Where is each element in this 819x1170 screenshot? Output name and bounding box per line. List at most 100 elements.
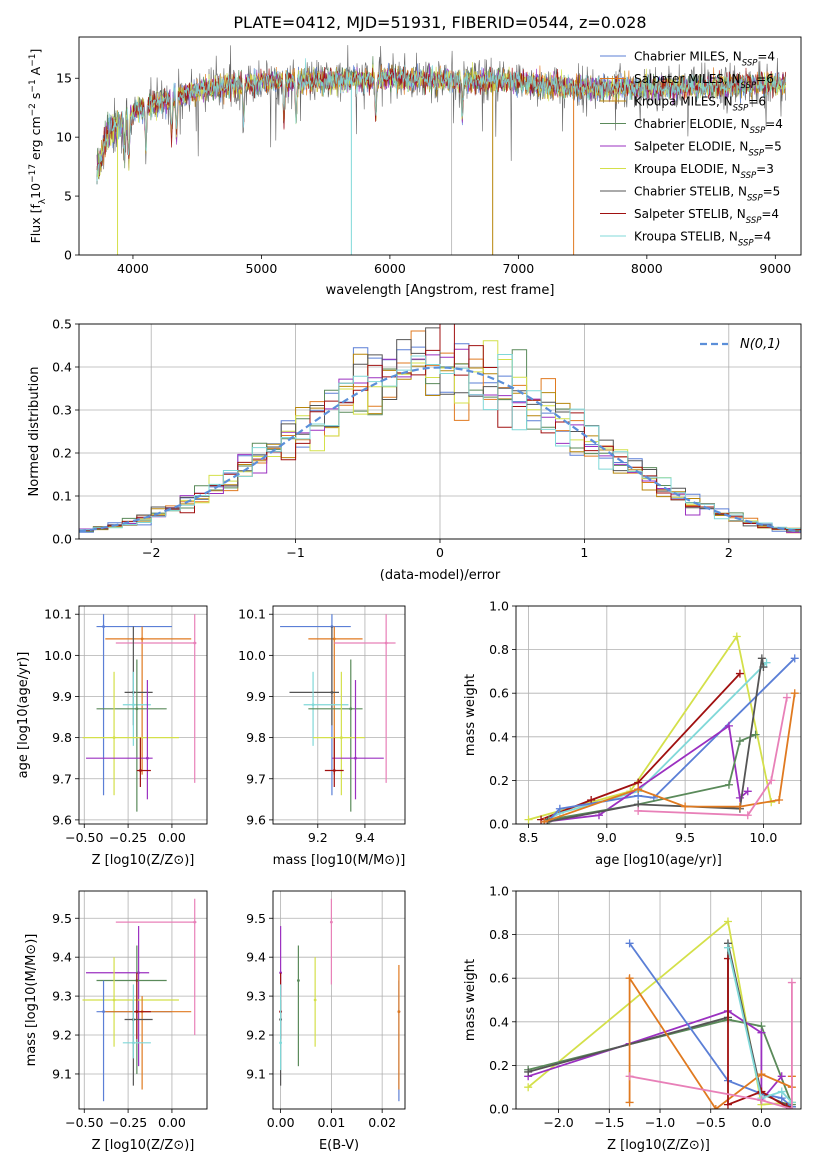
x-tick-label: 4000	[117, 261, 149, 276]
y-tick-label: 9.4	[246, 950, 266, 965]
x-tick-label: −1.0	[645, 1115, 675, 1130]
legend-entry: Chabrier ELODIE, NSSP=4	[634, 117, 783, 136]
y-axis-label-part: ]	[28, 49, 43, 54]
weight-marker	[625, 974, 634, 983]
mass-vs-metallicity-panel: −0.50 −0.25 0.00 9.1 9.2 9.3 9.4 9.5 Z [log10(Z/…	[24, 890, 208, 1153]
y-tick-label: 0.4	[489, 729, 509, 744]
legend: Chabrier MILES, NSSP=4 Salpeter MILES, NS…	[600, 50, 783, 249]
y-tick-label: 9.2	[246, 1028, 266, 1043]
x-tick-label: −0.50	[65, 1115, 103, 1130]
y-tick-label: 0.6	[489, 686, 509, 701]
legend-entry: Kroupa STELIB, NSSP=4	[634, 230, 771, 249]
x-tick-label: −0.25	[109, 830, 147, 845]
weight-marker	[757, 1070, 766, 1079]
x-tick-label: −0.50	[65, 830, 103, 845]
weight-series-line	[629, 982, 793, 1109]
y-tick-label: 9.3	[246, 989, 266, 1004]
x-tick-label: 7000	[502, 261, 534, 276]
weight-vs-age-panel: 8.5 9.0 9.5 10.0 0.0 0.2 0.4 0.6 0.8 1.0 age [log1…	[463, 599, 802, 868]
y-tick-label: 15	[56, 71, 72, 86]
x-tick-label: −0.5	[696, 1115, 726, 1130]
age-vs-mass-panel: 9.2 9.4 9.6 9.7 9.8 9.9 10.0 10.1 mass [log10(M/…	[238, 605, 406, 868]
data-point	[135, 1010, 139, 1014]
y-axis-label: mass weight	[463, 959, 478, 1041]
x-axis-label: Z [log10(Z/Z⊙)]	[92, 1138, 195, 1153]
weight-marker	[524, 815, 533, 824]
weight-marker	[759, 663, 768, 672]
figure-title: PLATE=0412, MJD=51931, FIBERID=0544, z=0…	[233, 13, 646, 32]
weight-marker	[732, 632, 741, 641]
legend: N(0,1)	[700, 337, 781, 352]
y-axis-label-part: −1	[28, 79, 38, 92]
weight-marker	[634, 806, 643, 815]
weight-marker	[790, 689, 799, 698]
weight-marker	[735, 793, 744, 802]
y-tick-label: 0.8	[489, 642, 509, 657]
axes-frame	[78, 605, 208, 825]
axes-frame	[78, 323, 802, 540]
y-axis-label-part: −1	[28, 54, 38, 67]
weight-marker	[524, 1067, 533, 1076]
spectrum-series-line	[96, 58, 786, 182]
weight-series-line	[528, 634, 773, 821]
weight-series-line	[540, 672, 741, 821]
y-axis-label-part: Flux [f	[28, 204, 43, 244]
weight-marker	[724, 721, 733, 730]
y-axis-label-part: −2	[28, 103, 38, 116]
y-tick-label: 9.5	[52, 911, 72, 926]
y-tick-label: 9.7	[246, 771, 266, 786]
y-tick-label: 9.1	[52, 1066, 72, 1081]
weight-marker	[757, 1028, 766, 1037]
y-axis-label: age [log10(age/yr)]	[16, 652, 31, 779]
y-tick-label: 0.1	[52, 489, 72, 504]
y-axis-label-part: A	[28, 66, 43, 79]
weight-marker	[681, 802, 690, 811]
error-bars	[82, 898, 197, 1102]
x-tick-label: 0.00	[158, 830, 186, 845]
data-point	[137, 971, 141, 975]
x-tick-label: 9.5	[675, 830, 695, 845]
data-point	[384, 641, 388, 645]
histogram-series	[79, 327, 801, 532]
spectrum-lines	[96, 45, 786, 255]
x-tick-label: 6000	[374, 261, 406, 276]
weight-marker	[524, 1083, 533, 1092]
y-tick-label: 9.7	[52, 771, 72, 786]
data-point	[339, 736, 343, 740]
y-tick-label: 1.0	[489, 884, 509, 899]
data-point	[102, 1010, 105, 1014]
data-point	[332, 637, 336, 641]
weight-marker	[735, 737, 744, 746]
residual-histogram-panel: −2 −1 0 1 2 0.0 0.1 0.2 0.3 0.4 0.5 (data-model)/er…	[27, 317, 802, 583]
y-tick-label: 9.5	[246, 911, 266, 926]
x-tick-label: 0.01	[317, 1115, 345, 1130]
data-point	[349, 707, 353, 711]
axes-frame	[78, 890, 208, 1110]
ticks: −0.50 −0.25 0.00 9.6 9.7 9.8 9.9 10.0 10.1	[44, 607, 186, 845]
weight-marker	[777, 1087, 786, 1096]
weight-marker	[735, 802, 744, 811]
data-point	[102, 625, 105, 628]
x-axis-label: age [log10(age/yr)]	[595, 853, 722, 868]
spectrum-series-line	[97, 61, 786, 177]
y-tick-label: 0.0	[489, 817, 509, 832]
y-tick-label: 0.3	[52, 403, 72, 418]
data-point	[311, 703, 315, 707]
y-tick-label: 9.8	[52, 730, 72, 745]
weight-marker	[782, 693, 791, 702]
weight-marker	[787, 1105, 796, 1109]
x-axis-label: mass [log10(M/M⊙)]	[273, 853, 406, 868]
y-tick-label: 9.9	[246, 689, 266, 704]
y-axis-label: mass weight	[463, 674, 478, 756]
axes-frame	[515, 605, 802, 825]
y-axis-label-part: 10	[28, 183, 43, 199]
legend-entry: Chabrier MILES, NSSP=4	[634, 50, 775, 69]
error-bars	[280, 614, 396, 812]
weight-series-line	[543, 693, 796, 823]
data-point	[193, 641, 197, 645]
weight-marker	[625, 1098, 634, 1107]
y-tick-label: 0.2	[52, 446, 72, 461]
weight-marker	[743, 787, 752, 796]
spectrum-panel: 4000 5000 6000 7000 8000 9000 0 5 10 15 wavelength…	[28, 36, 802, 298]
x-tick-label: 5000	[246, 261, 278, 276]
